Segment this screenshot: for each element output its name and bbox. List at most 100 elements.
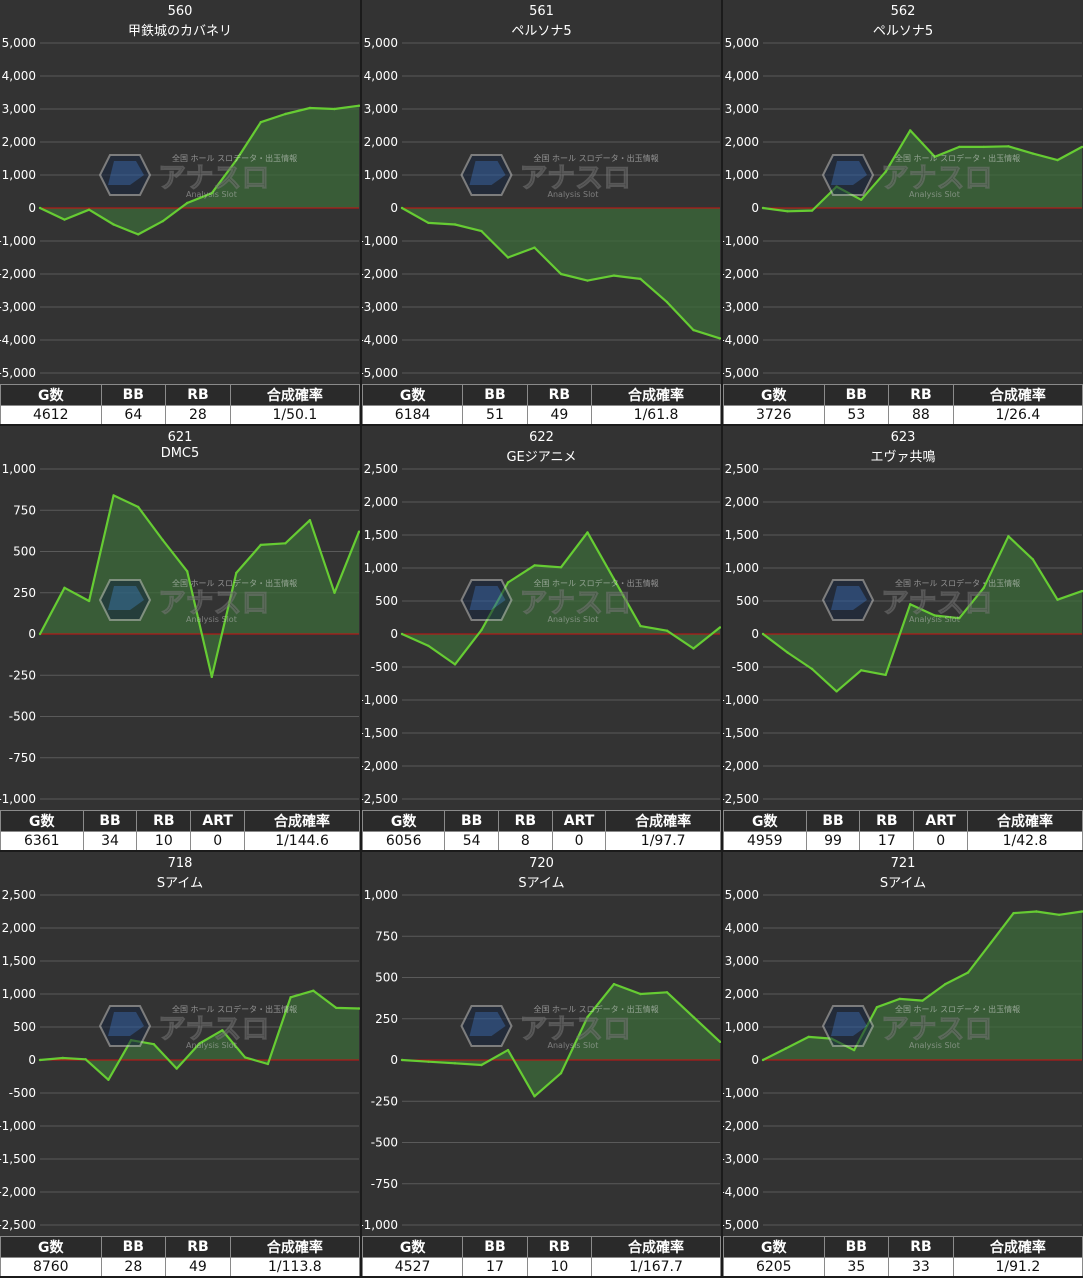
data-point xyxy=(161,220,164,223)
logo-blue-icon xyxy=(469,1012,506,1036)
logo-blue-icon xyxy=(831,1012,867,1036)
y-tick-label: 0 xyxy=(751,201,759,215)
y-tick-label: -500 xyxy=(371,1136,398,1150)
machine-panel: 622 GEジアニメ 2,500 2,000 1,500 1,000 500 0 -500 -1,… xyxy=(362,426,721,850)
machine-number: 721 xyxy=(890,856,916,871)
y-tick-label: 2,000 xyxy=(725,987,759,1001)
data-point xyxy=(639,277,642,281)
stats-value-cell: 0 xyxy=(551,831,607,850)
data-point xyxy=(898,997,901,1001)
y-tick-label: -250 xyxy=(9,668,36,682)
y-tick-label: -4,000 xyxy=(362,333,398,347)
stats-header-cell: G数 xyxy=(723,1236,825,1258)
data-point xyxy=(612,578,616,581)
stats-value-cell: 51 xyxy=(462,405,528,424)
y-tick-label: -500 xyxy=(9,1086,36,1100)
data-point xyxy=(427,644,430,648)
y-tick-label: 5,000 xyxy=(364,36,398,50)
data-point xyxy=(852,1048,856,1052)
data-point xyxy=(860,198,863,201)
data-point xyxy=(982,586,985,589)
stats-table: G数 BB RB 合成確率 4527 17 10 1/167.7 xyxy=(362,1236,721,1276)
data-point xyxy=(312,989,315,992)
y-tick-label: -2,500 xyxy=(723,792,759,806)
stats-value-cell: 1/167.7 xyxy=(591,1257,721,1276)
data-point xyxy=(137,233,140,236)
data-point xyxy=(259,121,262,124)
stats-value-cell: 35 xyxy=(823,1257,890,1276)
stats-value-cell: 1/50.1 xyxy=(229,405,360,424)
data-point xyxy=(761,632,765,636)
stats-value-cell: 99 xyxy=(805,831,861,850)
machine-name: Sアイム xyxy=(156,876,204,891)
logo-blue-icon xyxy=(108,161,144,185)
series-area xyxy=(402,984,720,1097)
payout-chart: 2,500 2,000 1,500 1,000 500 0 -500 -1,000 -1,500… xyxy=(0,888,360,1232)
stats-value-cell: 33 xyxy=(888,1257,954,1276)
stats-header-cell: BB xyxy=(823,384,890,406)
data-point xyxy=(427,1060,430,1063)
series-area xyxy=(40,105,359,235)
y-tick-label: -3,000 xyxy=(723,1152,759,1166)
data-point xyxy=(884,170,887,173)
stats-header-cell: 合成確率 xyxy=(591,384,721,406)
stats-header-cell: G数 xyxy=(0,1236,102,1258)
watermark-subtitle: Analysis Slot xyxy=(186,1041,237,1050)
stats-table: G数 BB RB 合成確率 6205 35 33 1/91.2 xyxy=(723,1236,1083,1276)
stats-value-cell: 1/61.8 xyxy=(591,405,721,424)
machine-number: 560 xyxy=(167,4,193,19)
machine-number: 623 xyxy=(890,430,916,445)
series-line xyxy=(39,494,360,678)
stats-table: G数 BB RB 合成確率 6184 51 49 1/61.8 xyxy=(362,384,721,424)
y-tick-label: 1,500 xyxy=(2,954,36,968)
data-point xyxy=(175,1067,178,1070)
data-point xyxy=(112,494,115,497)
data-point xyxy=(559,272,563,276)
stats-value-cell: 88 xyxy=(888,405,954,424)
data-point xyxy=(875,1006,879,1009)
stats-header-cell: G数 xyxy=(0,810,84,832)
stats-value-cell: 28 xyxy=(100,1257,167,1276)
data-point xyxy=(944,982,947,986)
y-tick-label: -1,500 xyxy=(362,726,398,740)
y-tick-label: 3,000 xyxy=(2,102,36,116)
machine-name: DMC5 xyxy=(160,446,200,461)
y-tick-label: -750 xyxy=(371,1177,398,1191)
stats-table: G数 BB RB ART 合成確率 6361 34 10 0 1/144.6 xyxy=(0,810,360,850)
payout-chart: 5,000 4,000 3,000 2,000 1,000 0 -1,000 -2,000 -3… xyxy=(362,36,721,380)
data-point xyxy=(1007,145,1010,148)
machine-panel: 718 Sアイム 2,500 2,000 1,500 1,000 500 0 -500 -1,00… xyxy=(0,852,360,1276)
data-point xyxy=(933,155,936,158)
y-tick-label: 3,000 xyxy=(725,954,759,968)
y-tick-label: -750 xyxy=(9,751,36,765)
data-point xyxy=(786,651,789,654)
data-point xyxy=(1080,145,1083,149)
stats-value-cell: 6056 xyxy=(362,831,446,850)
data-point xyxy=(427,221,430,225)
stats-value-cell: 4959 xyxy=(723,831,807,850)
y-tick-label: 3,000 xyxy=(725,102,759,116)
y-tick-label: -3,000 xyxy=(362,300,398,314)
watermark-brand: アナスロ xyxy=(158,161,269,194)
stats-header-cell: RB xyxy=(888,1236,954,1258)
stats-header-cell: RB xyxy=(526,384,593,406)
series-area xyxy=(40,495,359,677)
stats-header-cell: RB xyxy=(165,384,231,406)
data-point xyxy=(665,991,669,994)
data-point xyxy=(1056,598,1059,601)
watermark-tagline: 全国 ホール スロデータ・出玉情報 xyxy=(172,153,297,163)
y-tick-label: -4,000 xyxy=(723,333,759,347)
watermark-subtitle: Analysis Slot xyxy=(909,190,960,199)
stats-value-cell: 10 xyxy=(526,1257,593,1276)
stats-table: G数 BB RB 合成確率 4612 64 28 1/50.1 xyxy=(0,384,360,424)
stats-header-cell: RB xyxy=(888,384,954,406)
data-point xyxy=(718,1040,721,1043)
payout-chart: 1,000 750 500 250 0 -250 -500 -750 -1,000 アナスロ全国 … xyxy=(0,462,360,806)
machine-name: ペルソナ5 xyxy=(511,24,572,39)
data-point xyxy=(761,1058,765,1062)
